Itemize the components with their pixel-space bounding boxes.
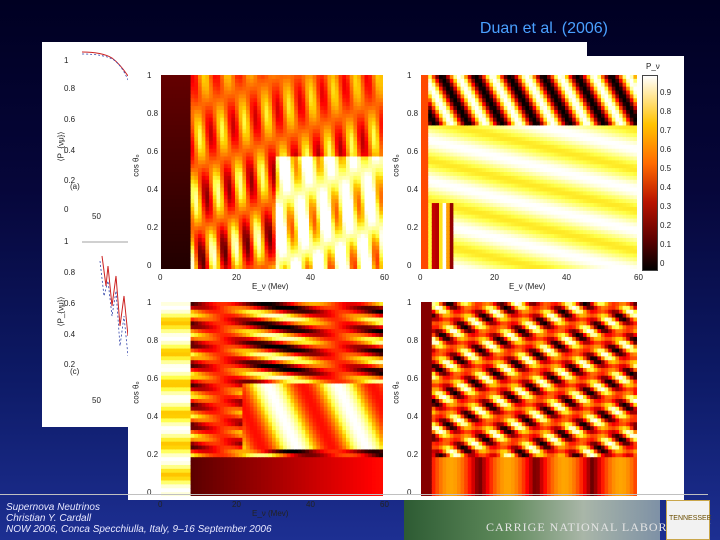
front-y-axis-label: cos θ₀ (131, 154, 141, 177)
front-xtick: 40 (306, 273, 315, 282)
back-ytick: 1 (64, 237, 69, 246)
footer-text: Supernova Neutrinos Christian Y. Cardall… (6, 502, 272, 535)
heatmap-top-left (161, 75, 383, 269)
colorbar-tick: 0.6 (660, 145, 672, 154)
colorbar-tick: 0.3 (660, 202, 672, 211)
front-xtick: 40 (562, 273, 571, 282)
heatmap-bottom-left (161, 302, 383, 496)
back-ytick: 0.8 (64, 84, 76, 93)
back-ytick: 0.8 (64, 268, 76, 277)
front-ytick: 0.2 (407, 450, 419, 459)
colorbar-tick: 0.4 (660, 183, 672, 192)
back-curves (82, 51, 128, 357)
colorbar-tick: 0 (660, 259, 665, 268)
back-ytick: 0.6 (64, 115, 76, 124)
colorbar-tick: 0.5 (660, 164, 672, 173)
front-xtick: 60 (380, 500, 389, 509)
front-ytick: 0.6 (407, 147, 419, 156)
front-ytick: 0.2 (147, 450, 159, 459)
colorbar-title: P_ν (646, 62, 660, 71)
lab-banner-image (404, 500, 660, 540)
front-ytick: 1 (147, 71, 152, 80)
front-ytick: 1 (147, 298, 152, 307)
front-xtick: 20 (232, 500, 241, 509)
colorbar (642, 75, 658, 271)
footer-divider (0, 494, 708, 495)
front-xtick: 60 (634, 273, 643, 282)
front-y-axis-label: cos θ₀ (391, 381, 401, 404)
heatmap-bottom-right (421, 302, 637, 496)
front-ytick: 0.6 (147, 374, 159, 383)
back-xtick: 50 (92, 212, 101, 221)
back-ytick: 0.4 (64, 146, 76, 155)
front-ytick: 0 (147, 261, 152, 270)
front-ytick: 1 (407, 298, 412, 307)
back-ytick: 0.2 (64, 360, 76, 369)
colorbar-tick: 0.2 (660, 221, 672, 230)
front-y-axis-label: cos θ₀ (391, 154, 401, 177)
front-ytick: 0 (407, 488, 412, 497)
logo-text: TENNESSEE (669, 515, 712, 522)
front-y-axis-label: cos θ₀ (131, 381, 141, 404)
front-ytick: 0.8 (147, 336, 159, 345)
colorbar-tick: 0.1 (660, 240, 672, 249)
front-ytick: 0.2 (147, 223, 159, 232)
front-ytick: 0.4 (147, 185, 159, 194)
front-ytick: 0.6 (147, 147, 159, 156)
university-logo: TENNESSEE (666, 500, 712, 540)
heatmap-cells (421, 75, 637, 269)
front-ytick: 1 (407, 71, 412, 80)
front-ytick: 0.4 (407, 185, 419, 194)
lab-banner-text: CARRIGE NATIONAL LABORATORY (486, 520, 712, 534)
front-xtick: 20 (490, 273, 499, 282)
back-panel-a-label: (a) (70, 182, 80, 191)
colorbar-tick: 0.7 (660, 126, 672, 135)
front-xtick: 20 (232, 273, 241, 282)
heatmap-cells (161, 75, 383, 269)
front-ytick: 0.6 (407, 374, 419, 383)
front-ytick: 0.8 (407, 336, 419, 345)
front-ytick: 0.4 (407, 412, 419, 421)
back-ytick: 0.6 (64, 299, 76, 308)
colorbar-tick: 0.8 (660, 107, 672, 116)
front-ytick: 0.8 (407, 109, 419, 118)
back-ytick: 1 (64, 56, 69, 65)
front-xtick: 0 (158, 500, 163, 509)
back-xtick: 50 (92, 396, 101, 405)
back-ytick: 0 (64, 205, 69, 214)
back-ytick: 0.4 (64, 330, 76, 339)
front-xtick: 40 (306, 500, 315, 509)
colorbar-tick: 0.9 (660, 88, 672, 97)
front-xtick: 60 (380, 273, 389, 282)
front-x-axis-label: E_ν (Mev) (252, 509, 289, 518)
front-ytick: 0 (407, 261, 412, 270)
front-ytick: 0.4 (147, 412, 159, 421)
footer-line-2: Christian Y. Cardall (6, 513, 92, 524)
back-panel-c-label: (c) (70, 367, 80, 376)
front-xtick: 0 (418, 273, 423, 282)
heatmap-top-right (421, 75, 637, 269)
front-ytick: 0.8 (147, 109, 159, 118)
heatmap-cells (161, 302, 383, 496)
front-x-axis-label: E_ν (Mev) (509, 282, 546, 291)
footer-line-1: Supernova Neutrinos (6, 502, 100, 513)
heatmap-cells (421, 302, 637, 496)
citation: Duan et al. (2006) (479, 20, 608, 37)
front-ytick: 0 (147, 488, 152, 497)
front-ytick: 0.2 (407, 223, 419, 232)
footer-line-3: NOW 2006, Conca Specchiulla, Italy, 9–16… (6, 524, 272, 535)
front-x-axis-label: E_ν (Mev) (252, 282, 289, 291)
front-xtick: 0 (158, 273, 163, 282)
back-ytick: 0.2 (64, 176, 76, 185)
